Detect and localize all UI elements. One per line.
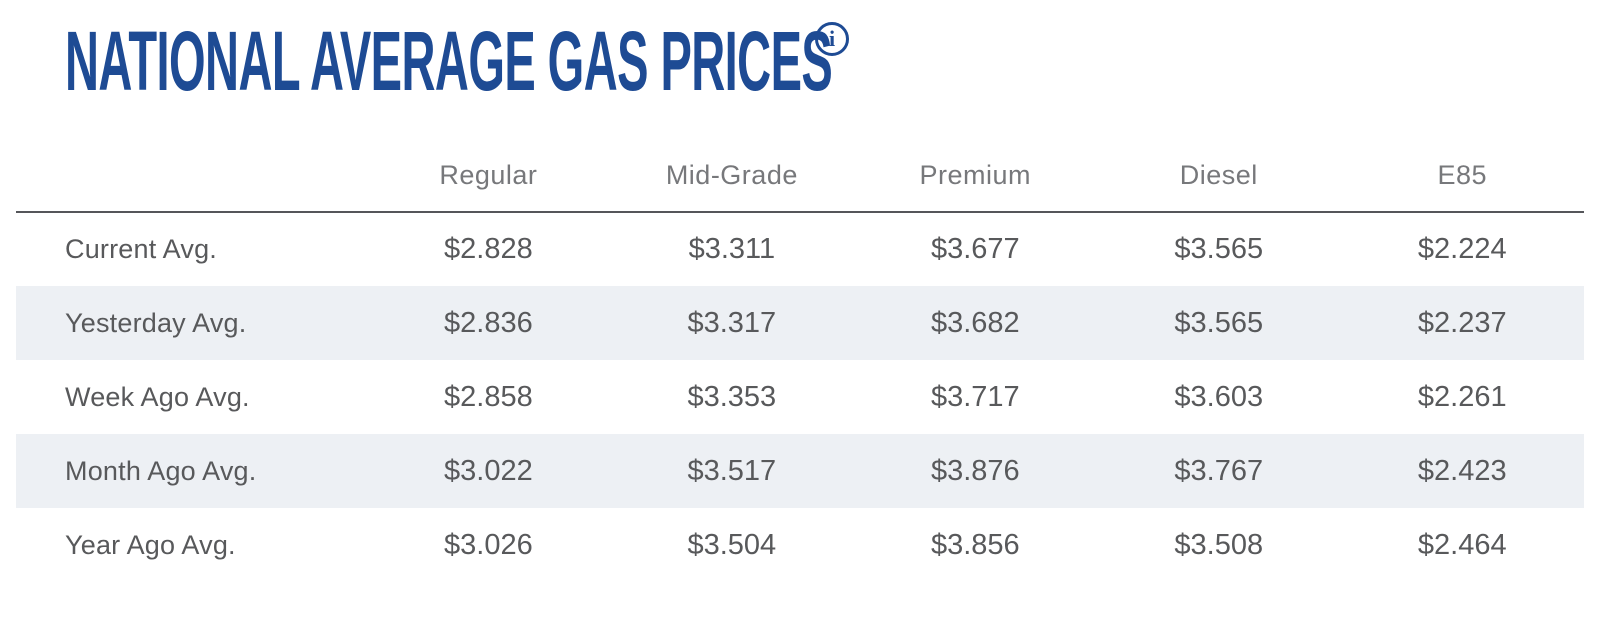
table-row-year-ago: Year Ago Avg. $3.026 $3.504 $3.856 $3.50… <box>16 508 1584 582</box>
row-label: Current Avg. <box>65 234 217 264</box>
page-title: NATIONAL AVERAGE GAS PRICES <box>65 14 833 108</box>
table-row-week-ago: Week Ago Avg. $2.858 $3.353 $3.717 $3.60… <box>16 360 1584 434</box>
price-cell: $3.682 <box>930 306 1020 339</box>
price-cell: $3.565 <box>1174 306 1264 339</box>
price-cell: $3.603 <box>1174 380 1264 413</box>
header-e85: E85 <box>1437 160 1487 190</box>
table-row-month-ago: Month Ago Avg. $3.022 $3.517 $3.876 $3.7… <box>16 434 1584 508</box>
header-diesel: Diesel <box>1179 160 1258 190</box>
price-cell: $2.261 <box>1417 380 1507 413</box>
row-label: Month Ago Avg. <box>65 455 257 486</box>
price-cell: $3.311 <box>688 233 776 265</box>
price-cell: $3.767 <box>1174 454 1264 487</box>
table-row-current: Current Avg. $2.828 $3.311 $3.677 $3.565… <box>16 212 1584 286</box>
row-label: Yesterday Avg. <box>65 307 247 338</box>
table-row-yesterday: Yesterday Avg. $2.836 $3.317 $3.682 $3.5… <box>16 286 1584 360</box>
info-icon[interactable]: i <box>815 22 850 56</box>
price-cell: $2.224 <box>1417 233 1507 265</box>
row-label: Year Ago Avg. <box>65 529 236 560</box>
price-cell: $3.677 <box>930 233 1020 265</box>
title-row: NATIONAL AVERAGE GAS PRICES i <box>65 14 1584 108</box>
price-cell: $2.464 <box>1417 528 1507 561</box>
row-label: Week Ago Avg. <box>65 381 250 412</box>
price-cell: $2.828 <box>444 233 533 265</box>
price-cell: $2.858 <box>444 380 533 413</box>
price-cell: $3.504 <box>687 528 777 561</box>
table-header-row: Regular Mid-Grade Premium Diesel E85 <box>16 146 1584 212</box>
price-cell: $2.423 <box>1417 454 1507 487</box>
header-midgrade: Mid-Grade <box>665 160 798 190</box>
price-cell: $3.353 <box>687 380 777 413</box>
price-cell: $2.237 <box>1417 306 1507 339</box>
price-cell: $3.317 <box>687 306 777 339</box>
price-cell: $3.856 <box>930 528 1020 561</box>
price-cell: $3.565 <box>1174 233 1264 265</box>
price-cell: $3.517 <box>687 454 777 487</box>
gas-prices-table: Regular Mid-Grade Premium Diesel E85 Cur… <box>16 146 1584 582</box>
price-cell: $3.022 <box>444 454 533 487</box>
price-cell: $3.508 <box>1174 528 1264 561</box>
price-cell: $3.026 <box>444 528 533 561</box>
header-premium: Premium <box>919 160 1032 190</box>
header-regular: Regular <box>439 160 538 190</box>
price-cell: $3.876 <box>930 454 1020 487</box>
price-cell: $3.717 <box>930 380 1020 413</box>
price-cell: $2.836 <box>444 306 533 339</box>
header-blank-cell <box>16 146 367 212</box>
